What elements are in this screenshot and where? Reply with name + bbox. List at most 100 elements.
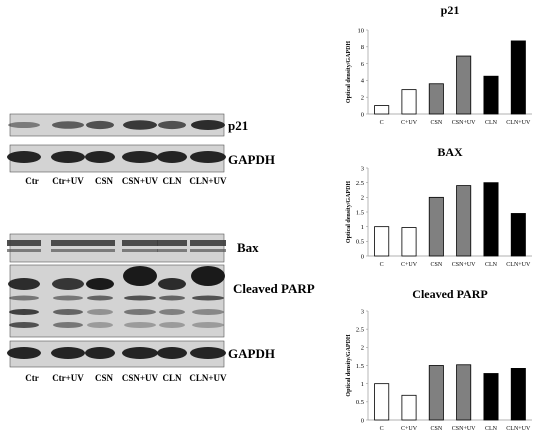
bar-csn [428, 83, 444, 115]
bar-csn-plus-uv [456, 185, 472, 257]
gapdh-band [122, 151, 158, 163]
category-label: CLN+UV [506, 426, 531, 432]
category-label: C+UV [401, 426, 418, 432]
bar-cln-plus-uv [510, 40, 526, 115]
y-tick-label: 1 [361, 381, 364, 388]
y-tick-label: 1.5 [356, 363, 364, 370]
parp-band-full [52, 278, 84, 290]
bar-cln [483, 182, 499, 257]
gapdh-band [190, 347, 226, 359]
parp-band-cleaved-lower [87, 322, 113, 328]
category-label: CSN+UV [452, 120, 476, 126]
bax-band-lower [7, 249, 41, 252]
p21-band [8, 121, 40, 129]
category-label: CSN+UV [452, 426, 476, 432]
category-label: CSN [430, 426, 442, 432]
gapdh-band [85, 151, 115, 163]
lane-label-top: CLN+UV [189, 176, 227, 186]
category-label: C [380, 120, 384, 126]
bax-band [85, 240, 115, 246]
gapdh-band [51, 151, 85, 163]
bar-c [374, 105, 390, 115]
bax-blot [7, 233, 226, 263]
gapdh-band [157, 347, 187, 359]
p21-band [86, 120, 114, 130]
bar-c-plus-uv [401, 394, 417, 421]
bax-band [122, 240, 158, 246]
category-label: C+UV [401, 120, 418, 126]
category-label: C+UV [401, 262, 418, 268]
parp-band-full [191, 266, 225, 286]
gapdh-label-top: GAPDH [228, 152, 275, 167]
category-label: CSN+UV [452, 262, 476, 268]
y-tick-label: 1.5 [356, 209, 364, 216]
category-label: CLN [485, 120, 498, 126]
gapdh-blot-bottom-background [9, 340, 225, 368]
y-tick-label: 0 [361, 111, 364, 118]
parp-band-mid [9, 295, 39, 301]
category-label: C [380, 262, 384, 268]
chart-1: BAX 0 0.5 1 1.5 2 2.5 3 Optical density/GAPDH C C+… [346, 145, 532, 268]
lane-label-top: Ctr+UV [52, 176, 84, 186]
lane-label-top: Ctr [25, 176, 39, 186]
lane-label-bottom: CSN+UV [122, 373, 159, 383]
y-tick-label: 2.5 [356, 326, 364, 333]
parp-band-cleaved [87, 309, 113, 315]
gapdh-band [51, 347, 85, 359]
p21-blot [8, 113, 225, 137]
cleaved-parp-blot-background [9, 264, 225, 338]
y-tick-label: 2.5 [356, 180, 364, 187]
cleaved-parp-blot [8, 264, 225, 338]
bax-band-lower [85, 249, 115, 252]
category-label: CLN+UV [506, 262, 531, 268]
y-tick-label: 6 [361, 61, 365, 68]
bar-cln [483, 373, 499, 421]
bar-c [374, 226, 390, 257]
lane-label-bottom: CLN+UV [189, 373, 227, 383]
chart-title: p21 [441, 3, 460, 17]
y-tick-label: 0.5 [356, 399, 364, 406]
y-axis-label: Optical density/GAPDH [346, 334, 352, 397]
p21-label: p21 [228, 118, 248, 133]
gapdh-band [157, 151, 187, 163]
y-tick-label: 4 [361, 78, 365, 85]
lane-label-bottom: Ctr [25, 373, 39, 383]
parp-band-full [86, 278, 114, 290]
bax-band [51, 240, 85, 246]
parp-band-full [123, 266, 157, 286]
bar-csn [428, 365, 444, 421]
parp-band-cleaved-lower [124, 322, 156, 328]
gapdh-blot-bottom [7, 340, 226, 368]
y-tick-label: 2 [361, 345, 364, 352]
bar-cln-plus-uv [510, 368, 526, 421]
parp-band-mid [53, 295, 83, 301]
gapdh-label-bottom: GAPDH [228, 346, 275, 361]
chart-title: Cleaved PARP [412, 287, 487, 301]
bax-band [7, 240, 41, 246]
y-tick-label: 0 [361, 253, 364, 260]
bar-cln-plus-uv [510, 213, 526, 257]
bax-band-lower [190, 249, 226, 252]
p21-band [123, 120, 157, 130]
gapdh-band [85, 347, 115, 359]
bax-band [190, 240, 226, 246]
gapdh-band [7, 151, 41, 163]
category-label: CLN [485, 262, 498, 268]
y-tick-label: 8 [361, 44, 364, 51]
y-tick-label: 0.5 [356, 239, 364, 246]
lane-label-bottom: CSN [95, 373, 114, 383]
parp-band-cleaved-lower [159, 322, 185, 328]
chart-2: Cleaved PARP 0 0.5 1 1.5 2 2.5 3 Optical density… [346, 287, 532, 432]
parp-band-cleaved [124, 309, 156, 315]
bax-blot-background [9, 233, 225, 263]
category-label: CSN [430, 262, 442, 268]
bar-cln [483, 75, 499, 115]
lane-label-top: CLN [162, 176, 182, 186]
y-tick-label: 3 [361, 165, 364, 172]
lane-label-top: CSN [95, 176, 114, 186]
bax-band-lower [122, 249, 158, 252]
chart-0: p21 0 2 4 6 8 10 Optical density/GAPDH C C+UV CSN C… [346, 3, 532, 126]
y-tick-label: 3 [361, 308, 364, 315]
lane-label-bottom: CLN [162, 373, 182, 383]
